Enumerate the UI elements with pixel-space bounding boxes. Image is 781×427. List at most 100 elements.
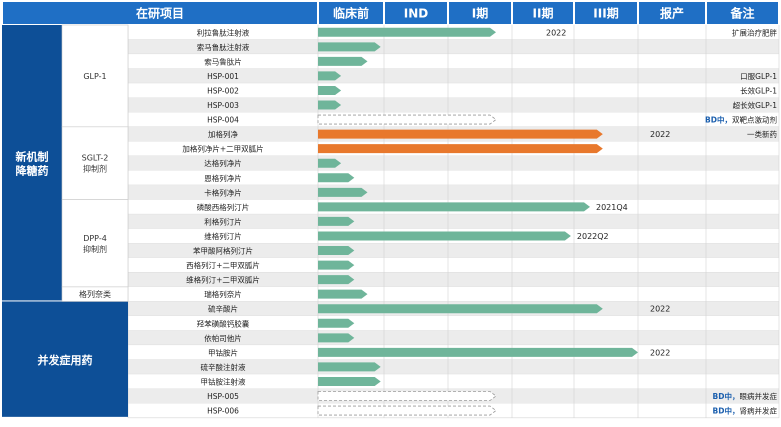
progress-bar [318, 144, 603, 154]
group-cell [2, 25, 62, 301]
table-row [128, 68, 779, 84]
header-cell [707, 2, 778, 24]
stage-date: 2022 [650, 305, 670, 314]
table-row [128, 374, 779, 389]
subgroup-cell [61, 126, 129, 200]
header-label: II期 [533, 6, 554, 21]
note-label: 一类新药 [747, 129, 777, 139]
table-row [128, 39, 779, 55]
progress-bar [318, 158, 342, 168]
progress-bar [318, 376, 381, 386]
header-cell [639, 2, 705, 24]
table-row [128, 272, 779, 287]
drug-name: 硫辛酸注射液 [201, 362, 246, 372]
drug-name: HSP-001 [207, 72, 239, 81]
drug-name: 维格列汀+二甲双胍片 [186, 275, 260, 285]
table-row [128, 316, 779, 331]
header-label: 报产 [660, 6, 684, 21]
header-cell [3, 2, 317, 24]
subgroup-cell [61, 199, 129, 288]
drug-name: 硫辛酸片 [208, 304, 238, 314]
subgroup-label: 抑制剂 [83, 244, 107, 254]
subgroup-label: 抑制剂 [83, 164, 107, 174]
drug-name: HSP-006 [207, 407, 239, 416]
group-label: 并发症用药 [38, 353, 93, 367]
subgroup-cell [61, 286, 129, 302]
drug-name: 卡格列净片 [204, 187, 242, 197]
drug-name: 磷酸西格列汀片 [197, 202, 250, 212]
header-cell [319, 2, 383, 24]
drug-name: 恩格列净片 [204, 173, 242, 183]
note-label: 扩展治疗肥胖 [732, 27, 777, 37]
header-label: 在研项目 [136, 6, 184, 21]
note-label: BD中，双靶点激动剂 [705, 115, 777, 125]
progress-bar [318, 260, 355, 270]
progress-bar [317, 405, 497, 416]
table-row [128, 97, 779, 113]
table-row [128, 257, 779, 273]
header-label: 备注 [729, 6, 754, 21]
table-header: 在研项目 临床前 IND I期 II期 III期 报产 备注 [3, 2, 778, 24]
progress-bar [318, 333, 355, 343]
drug-name: 维格列汀片 [204, 231, 242, 241]
table-row [128, 170, 779, 186]
progress-bar [318, 27, 496, 37]
drug-name: 索马鲁肽片 [204, 56, 242, 66]
progress-bars [317, 27, 638, 416]
subgroup-label: 格列奈类 [79, 289, 111, 299]
progress-bar [318, 56, 368, 66]
drug-name: 依帕司他片 [204, 333, 242, 343]
progress-bar [318, 71, 342, 81]
note-text: 眼病并发症 [740, 391, 778, 401]
stage-date: 2021Q4 [596, 203, 628, 212]
drug-name: HSP-002 [207, 86, 239, 95]
header-label: IND [404, 7, 429, 21]
table-row [128, 243, 779, 258]
stage-date: 2022 [546, 28, 566, 37]
group-label: 降糖药 [16, 164, 49, 178]
progress-bar [318, 347, 638, 357]
progress-bar [318, 246, 355, 256]
progress-bar [318, 42, 381, 52]
table-row [128, 83, 779, 98]
note-label: 超长效GLP-1 [733, 100, 778, 110]
drug-name: HSP-005 [207, 392, 239, 401]
progress-bar [318, 304, 603, 314]
drug-name: 索马鲁肽注射液 [197, 42, 250, 52]
drug-name: 苯甲酸阿格列汀片 [193, 246, 253, 256]
progress-bar [318, 318, 355, 328]
progress-bar [318, 216, 355, 226]
note-bd-tag: BD中， [713, 391, 740, 401]
note-text: 肾病并发症 [740, 406, 778, 416]
table-row [128, 359, 779, 375]
drug-name: 甲钴胺注射液 [201, 376, 246, 386]
progress-bar [318, 129, 603, 139]
note-bd-tag: BD中， [705, 115, 732, 125]
table-row [128, 54, 779, 69]
drug-name: 瑞格列奈片 [204, 289, 242, 299]
header-cell [575, 2, 637, 24]
drug-name: HSP-003 [207, 101, 239, 110]
header-label: III期 [593, 6, 618, 21]
note-label: BD中，眼病并发症 [713, 391, 778, 401]
drug-name: 羟苯磺酸钙胶囊 [197, 318, 250, 328]
subgroup-label: GLP-1 [83, 72, 106, 81]
progress-bar [318, 187, 368, 197]
table-row [128, 155, 779, 171]
subgroup-label: DPP-4 [83, 234, 107, 243]
progress-bar [318, 289, 368, 299]
drug-name: 利格列汀片 [204, 216, 242, 226]
drug-name: 加格列净片+二甲双胍片 [182, 144, 263, 154]
group-cell [2, 301, 128, 417]
note-label: 口服GLP-1 [740, 72, 777, 81]
table-row [128, 286, 779, 302]
header-label: 临床前 [333, 6, 369, 21]
note-label: 长效GLP-1 [740, 85, 777, 95]
progress-bar [317, 391, 497, 401]
progress-bar [318, 231, 571, 241]
header-label: I期 [472, 6, 488, 21]
